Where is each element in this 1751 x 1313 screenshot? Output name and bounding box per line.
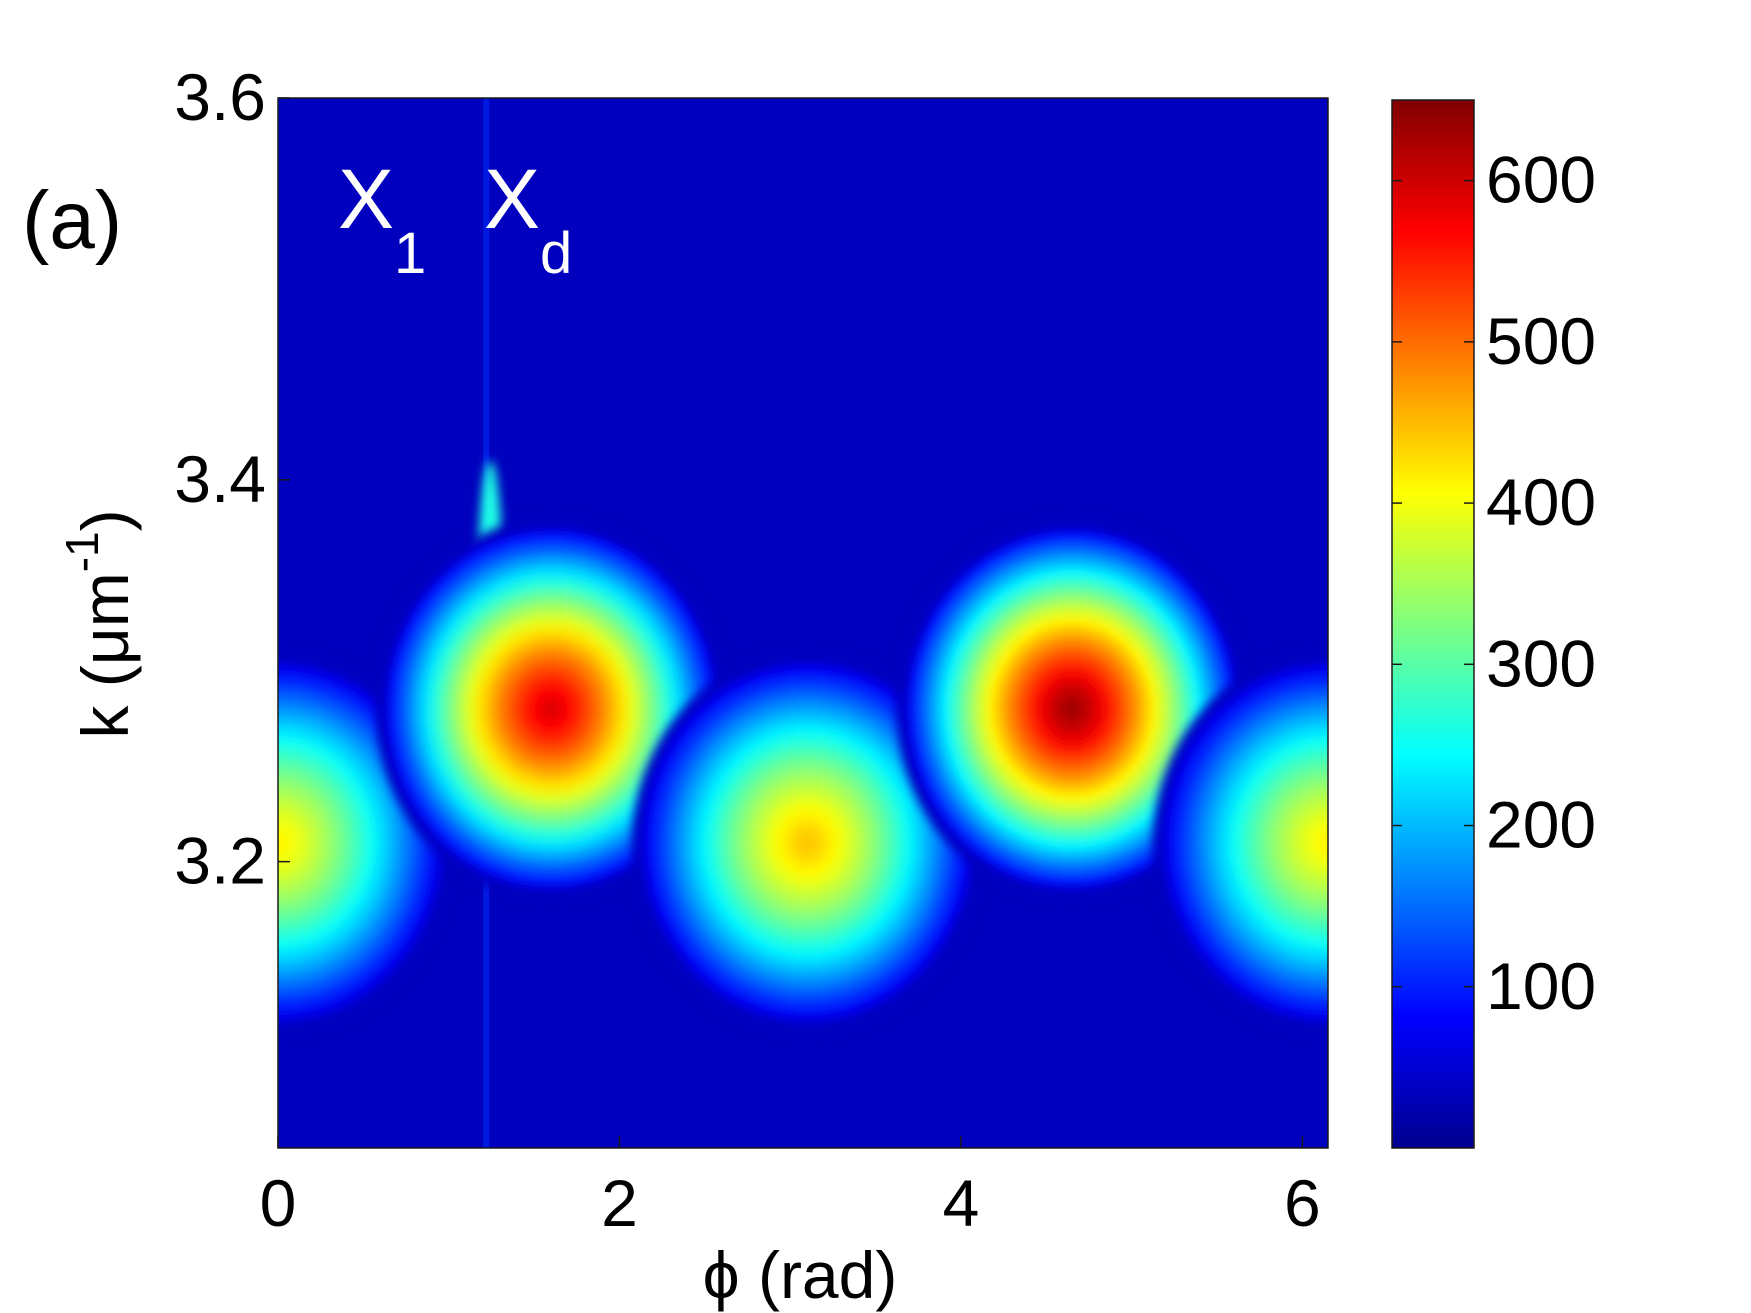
peak-contour: [1060, 697, 1083, 721]
peak-contour: [540, 697, 563, 721]
annotation-xd-sub: d: [540, 221, 572, 286]
plot-frame: [277, 97, 1329, 1149]
x-tick-label: 2: [601, 1166, 638, 1240]
x-tick-label: 4: [943, 1166, 980, 1240]
heatmap-peak: [278, 652, 453, 1033]
peak-contour: [278, 830, 289, 855]
y-axis-label-base: k (μm: [68, 572, 142, 738]
svg-text:Xd: Xd: [484, 152, 572, 286]
heatmap-plot: [277, 97, 1329, 1149]
annotation-xd: Xd: [484, 152, 572, 286]
peak-contour: [796, 830, 819, 855]
y-axis-label-sup: -1: [56, 531, 108, 572]
heatmap-peak: [1153, 652, 1328, 1033]
y-axis: 3.2 3.4 3.6: [174, 60, 290, 898]
colorbar-tick-label: 200: [1486, 788, 1596, 862]
heatmap-peak: [896, 518, 1247, 899]
x-tick-label: 6: [1284, 1166, 1321, 1240]
panel-label: (a): [22, 175, 122, 266]
heatmap-peak: [632, 652, 983, 1033]
annotation-x1: X1: [338, 152, 426, 286]
colorbar-ticks: 100 200 300 400 500 600: [1392, 143, 1596, 1023]
annotation-xd-base: X: [484, 152, 540, 246]
x-axis: 0 2 4 6: [260, 1136, 1321, 1240]
y-tick-label: 3.2: [174, 824, 266, 898]
peak-contour: [1317, 830, 1328, 855]
colorbar-tick-label: 100: [1486, 949, 1596, 1023]
x-tick-label: 0: [260, 1166, 297, 1240]
y-axis-label: k (μm-1): [56, 509, 142, 738]
colorbar-tick-label: 600: [1486, 143, 1596, 217]
colorbar-tick-label: 400: [1486, 465, 1596, 539]
y-axis-label-close: ): [68, 509, 142, 531]
colorbar: 100 200 300 400 500 600: [1391, 99, 1596, 1149]
annotation-x1-sub: 1: [394, 221, 426, 286]
heatmap-peak: [376, 518, 727, 899]
annotation-x1-base: X: [338, 152, 394, 246]
x-axis-label: ϕ (rad): [703, 1238, 898, 1312]
colorbar-bar: [1391, 99, 1475, 1149]
y-tick-label: 3.4: [174, 442, 266, 516]
colorbar-tick-label: 300: [1486, 626, 1596, 700]
svg-text:X1: X1: [338, 152, 426, 286]
y-tick-label: 3.6: [174, 60, 266, 134]
colorbar-tick-label: 500: [1486, 304, 1596, 378]
heatmap-peaks: [278, 98, 1328, 1148]
